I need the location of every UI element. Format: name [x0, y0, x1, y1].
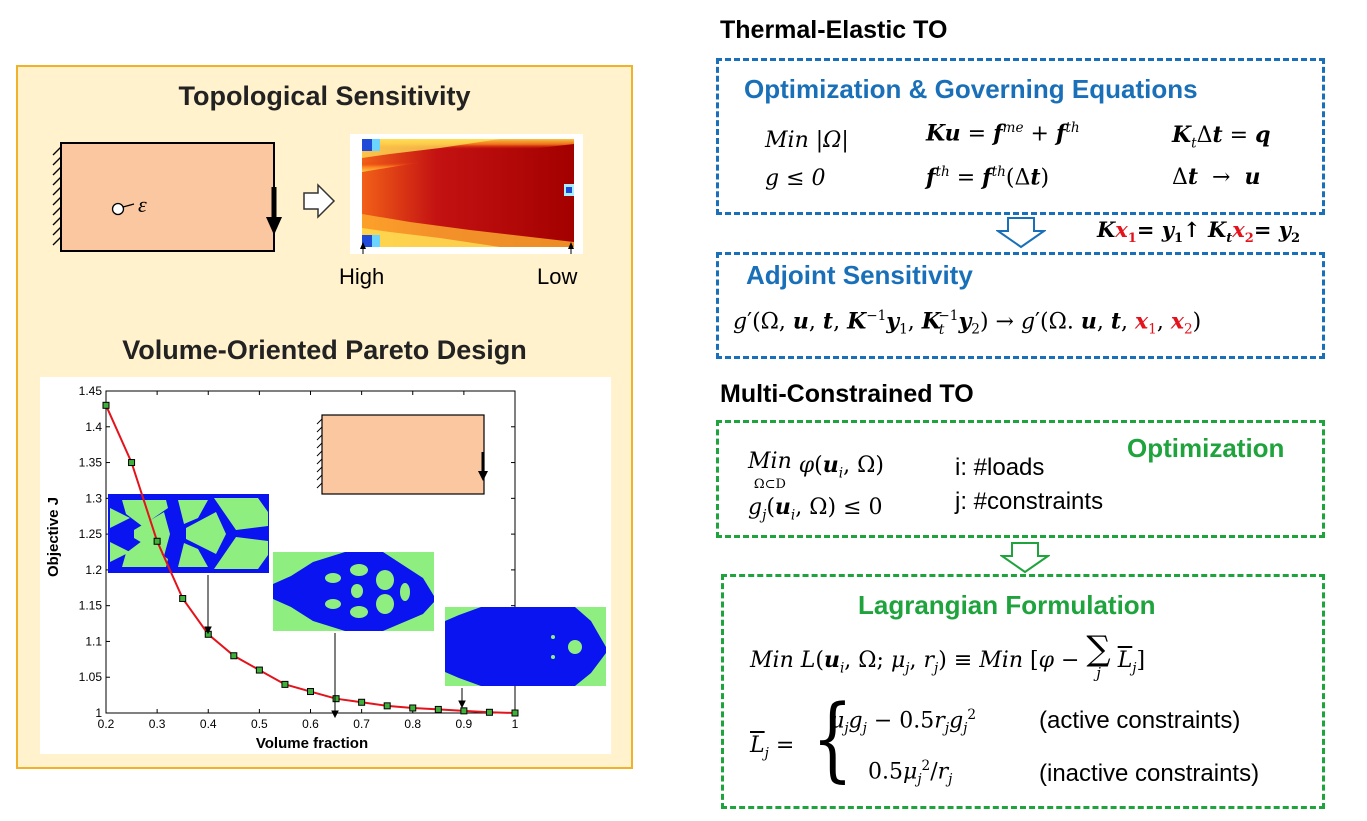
pareto-point	[307, 688, 314, 696]
pareto-point	[230, 652, 238, 660]
high-label: High	[339, 264, 385, 289]
eq-lj-lhs: Lj =	[750, 733, 795, 762]
left-brace: {	[812, 685, 853, 792]
wall-hatch	[52, 143, 62, 251]
x-tick-label: 0.5	[251, 717, 268, 731]
design-vf-0.9	[445, 607, 606, 686]
pareto-point	[409, 704, 417, 712]
x-tick-label: 0.7	[353, 717, 370, 731]
topological-sensitivity-title: Topological Sensitivity	[178, 81, 471, 111]
hollow-down-arrow-icon-2	[1000, 542, 1050, 574]
hollow-right-arrow-icon	[303, 183, 336, 219]
cantilever-schematic	[52, 142, 282, 252]
eq-ku: Ku = fme + fth	[926, 120, 1080, 147]
y-tick-label: 1.4	[85, 420, 102, 434]
eq-lagrangian: Min L(ui, Ω; μj, rj) ≡ Min [φ − ∑ j Lj]	[750, 629, 1146, 682]
eq-gj-constraint: gj(ui, Ω) ≤ 0	[748, 494, 883, 524]
y-tick-label: 1.2	[85, 563, 102, 577]
x-tick-label: 0.2	[98, 717, 115, 731]
multi-constrained-section-title: Multi-Constrained TO	[720, 380, 974, 408]
eq-active-term: μjgj − 0.5rjgj2	[830, 707, 977, 737]
pareto-point	[281, 680, 289, 688]
y-tick-label: 1.3	[85, 491, 102, 505]
lagrangian-title: Lagrangian Formulation	[858, 590, 1156, 620]
pareto-design-title: Volume-Oriented Pareto Design	[122, 335, 527, 365]
left-panel: Topological Sensitivity ε	[16, 65, 633, 769]
thermal-elastic-section-title: Thermal-Elastic TO	[720, 16, 948, 44]
constraints-label: j: #constraints	[955, 488, 1104, 515]
inset-beam-schematic	[316, 414, 488, 495]
governing-equations-title: Optimization & Governing Equations	[744, 74, 1198, 104]
y-tick-label: 1.15	[79, 599, 103, 613]
pareto-point	[332, 695, 340, 703]
pareto-point	[179, 595, 187, 603]
lagrangian-box	[721, 574, 1325, 809]
x-tick-label: 1	[512, 717, 519, 731]
eq-adjoint-sensitivity: g′(Ω, u, t, K−1y1, Kt−1y2) → g′(Ω. u, t,…	[733, 308, 1202, 338]
eq-dt-u: Δt → u	[1172, 164, 1261, 190]
pareto-point	[434, 705, 442, 713]
pareto-point	[383, 702, 391, 710]
x-tick-label: 0.8	[404, 717, 421, 731]
y-tick-label: 1.25	[79, 527, 103, 541]
void-hole	[111, 202, 125, 216]
eq-min-omega: Min |Ω|	[765, 128, 849, 153]
design-vf-0.65	[273, 552, 434, 631]
governing-equations-box	[716, 58, 1325, 215]
design-vf-0.4	[108, 494, 269, 573]
adjoint-sensitivity-title: Adjoint Sensitivity	[746, 260, 973, 290]
x-tick-label: 0.3	[149, 717, 166, 731]
sensitivity-heatmap	[350, 134, 583, 254]
adjoint-sensitivity-box	[716, 252, 1325, 359]
y-tick-label: 1	[95, 706, 102, 720]
pareto-point	[511, 709, 519, 717]
beam-domain	[60, 142, 275, 252]
eq-adjoint-definitions: Kx1= y1↑ Ktx2= y2	[1097, 217, 1301, 247]
x-tick-label: 0.4	[200, 717, 217, 731]
x-tick-label: 0.9	[456, 717, 473, 731]
optimization-title: Optimization	[1127, 433, 1285, 463]
load-arrow-head	[266, 217, 282, 235]
pareto-point	[460, 707, 468, 715]
low-label: Low	[537, 264, 578, 289]
eq-min-phi: Min Ω⊂D φ(ui, Ω)	[748, 449, 884, 493]
pareto-point	[255, 666, 263, 674]
pareto-point	[153, 537, 161, 545]
eq-inactive-term: 0.5μj2/rj	[868, 758, 953, 788]
x-axis-label: Volume fraction	[256, 735, 368, 752]
pareto-point	[102, 401, 110, 409]
optimization-box	[716, 420, 1325, 538]
pareto-point	[128, 459, 136, 467]
eq-fth: fth = fth(Δt)	[926, 164, 1050, 191]
pareto-chart: 0.2 0.3 0.4 0.5 0.6 0.7 0.8 0.9 1 1 1.05 1.1 1.15 1.2…	[40, 377, 611, 754]
x-tick-label: 0.6	[302, 717, 319, 731]
epsilon-label: ε	[138, 192, 147, 217]
eq-kt: KtΔt = q	[1172, 122, 1271, 152]
design-pointer-arrows	[204, 575, 466, 719]
hollow-down-arrow-icon	[996, 217, 1046, 249]
y-tick-label: 1.1	[85, 634, 102, 648]
inactive-constraints-label: (inactive constraints)	[1039, 760, 1260, 787]
y-axis-label: Objective J	[45, 497, 62, 577]
active-constraints-label: (active constraints)	[1039, 707, 1241, 734]
pareto-point	[358, 698, 366, 706]
pareto-point	[485, 708, 493, 716]
eq-g-constraint: g ≤ 0	[765, 166, 826, 191]
y-tick-label: 1.35	[79, 456, 103, 470]
loads-label: i: #loads	[955, 454, 1045, 481]
y-tick-label: 1.45	[79, 384, 103, 398]
y-tick-label: 1.05	[79, 670, 103, 684]
